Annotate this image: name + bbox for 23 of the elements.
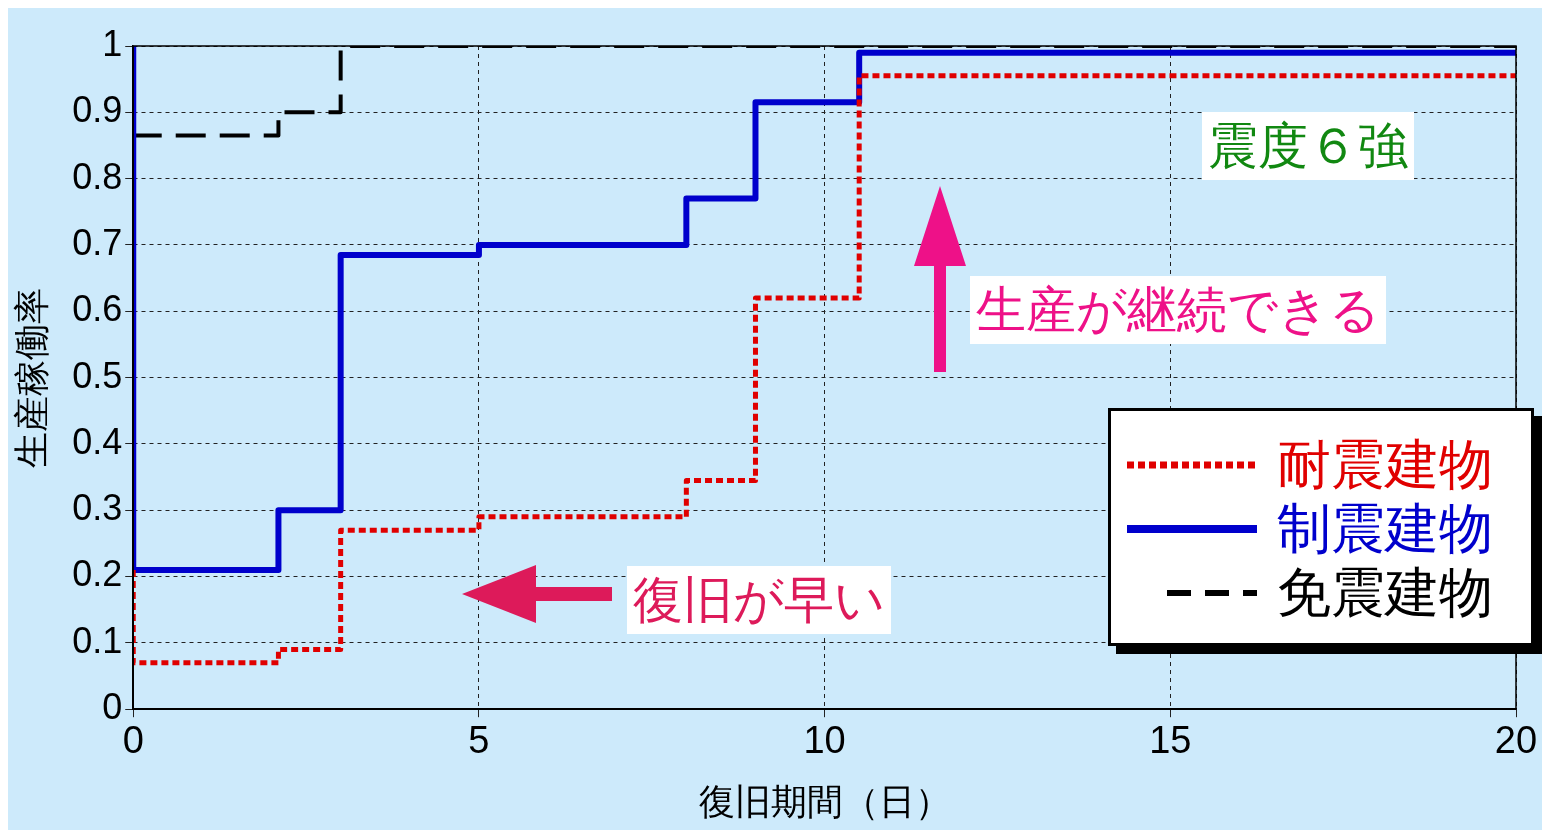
y-tick-label: 0 [102,686,123,728]
x-tick-label: 15 [1149,719,1192,762]
y-tick-label: 0.3 [72,487,123,529]
y-tick-label: 0.8 [72,155,123,197]
annotation: 生産が継続できる [970,276,1386,344]
y-tick-label: 0.6 [72,288,123,330]
y-tick-label: 1 [102,22,123,64]
y-tick-label: 0.1 [72,619,123,661]
legend-label: 耐震建物 [1277,433,1493,494]
x-tick-label: 10 [803,719,846,762]
x-axis-title: 復旧期間（日） [698,781,951,823]
y-tick-label: 0.9 [72,89,123,131]
y-tick-label: 0.4 [72,420,123,462]
x-tick-label: 20 [1494,719,1538,762]
x-tick-label: 5 [468,719,490,762]
legend-label: 免震建物 [1277,560,1493,624]
annotation: 震度６強 [1202,112,1414,180]
y-tick-label: 0.5 [72,354,123,396]
annotation: 復旧が早い [627,566,891,634]
y-tick-label: 0.7 [72,221,123,263]
y-tick-label: 0.2 [72,553,123,595]
legend-label: 制震建物 [1277,497,1493,558]
y-axis-title: 生産稼働率 [10,287,52,468]
